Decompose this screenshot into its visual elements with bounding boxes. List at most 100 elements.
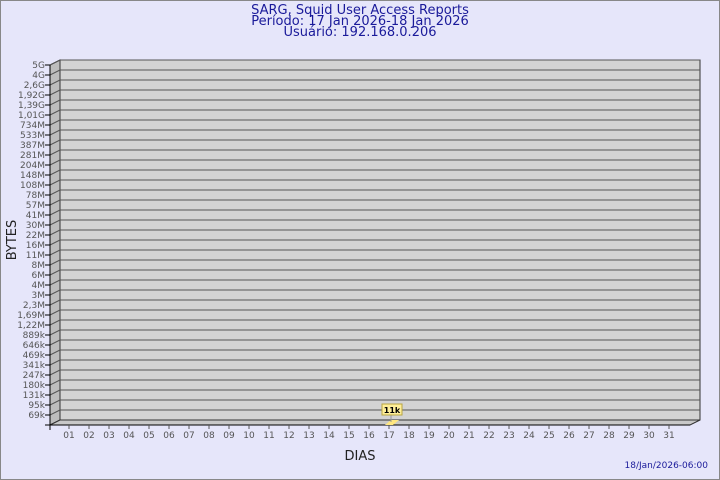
y-tick-label: 247k	[23, 371, 46, 381]
chart-title: SARG, Squid User Access Reports	[251, 3, 469, 18]
x-tick-label: 03	[103, 431, 114, 441]
gridline-side	[49, 219, 61, 226]
x-tick-label: 09	[223, 431, 235, 441]
y-tick-label: 5G	[32, 61, 45, 71]
y-tick-label: 108M	[20, 181, 45, 191]
chart-period: Período: 17 Jan 2026-18 Jan 2026	[251, 14, 469, 29]
y-tick-label: 281M	[20, 151, 45, 161]
floor	[49, 419, 701, 426]
x-tick-label: 31	[663, 431, 674, 441]
x-tick-label: 27	[583, 431, 594, 441]
y-tick-label: 78M	[26, 191, 45, 201]
gridline-side	[49, 159, 61, 166]
gridline-side	[49, 339, 61, 346]
y-tick-label: 387M	[20, 141, 45, 151]
gridline-side	[49, 379, 61, 386]
x-tick-label: 21	[463, 431, 474, 441]
y-tick-label: 11M	[26, 251, 45, 261]
x-tick-label: 30	[643, 431, 655, 441]
gridline-side	[49, 349, 61, 356]
gridline-side	[49, 409, 61, 416]
x-tick-label: 18	[403, 431, 415, 441]
gridline-side	[49, 139, 61, 146]
gridline-side	[49, 269, 61, 276]
gridline-side	[49, 169, 61, 176]
y-tick-label: 131k	[23, 391, 46, 401]
y-tick-label: 180k	[23, 381, 46, 391]
y-tick-label: 1,39G	[18, 101, 45, 111]
x-tick-label: 19	[423, 431, 435, 441]
data-label-box	[381, 403, 403, 416]
x-tick-label: 05	[143, 431, 154, 441]
gridline-side	[49, 209, 61, 216]
x-tick-label: 15	[343, 431, 354, 441]
x-tick-label: 24	[523, 431, 535, 441]
y-tick-label: 1,01G	[18, 111, 45, 121]
y-tick-label: 2,3M	[23, 301, 45, 311]
chart-user: Usuário: 192.168.0.206	[283, 25, 437, 40]
gridline-side	[49, 259, 61, 266]
gridline-side	[49, 359, 61, 366]
x-tick-label: 22	[483, 431, 494, 441]
gridline-side	[49, 229, 61, 236]
x-tick-label: 17	[383, 431, 394, 441]
x-tick-label: 01	[63, 431, 74, 441]
y-tick-label: 889k	[23, 331, 46, 341]
y-tick-label: 204M	[20, 161, 45, 171]
gridline-side	[49, 189, 61, 196]
x-tick-label: 26	[563, 431, 575, 441]
y-tick-label: 1,22M	[17, 321, 45, 331]
y-tick-label: 41M	[26, 211, 45, 221]
x-tick-label: 29	[623, 431, 635, 441]
x-tick-label: 25	[543, 431, 554, 441]
x-tick-label: 08	[203, 431, 215, 441]
y-tick-label: 1,92G	[18, 91, 45, 101]
y-tick-label: 16M	[26, 241, 45, 251]
gridline-side	[49, 249, 61, 256]
x-tick-label: 04	[123, 431, 135, 441]
y-tick-label: 69k	[28, 411, 45, 421]
x-tick-label: 02	[83, 431, 94, 441]
y-tick-label: 646k	[23, 341, 46, 351]
gridline-side	[49, 239, 61, 246]
x-tick-label: 06	[163, 431, 175, 441]
y-tick-label: 57M	[26, 201, 45, 211]
y-tick-label: 30M	[26, 221, 45, 231]
y-tick-label: 469k	[23, 351, 46, 361]
y-tick-label: 22M	[26, 231, 45, 241]
gridline-side	[49, 289, 61, 296]
gridline-side	[49, 89, 61, 96]
y-tick-label: 1,69M	[17, 311, 45, 321]
gridline-side	[49, 199, 61, 206]
gridline-side	[49, 119, 61, 126]
x-tick-label: 10	[243, 431, 255, 441]
x-tick-label: 11	[263, 431, 274, 441]
gridline-side	[49, 279, 61, 286]
y-tick-label: 341k	[23, 361, 46, 371]
gridline-side	[49, 79, 61, 86]
gridline-side	[49, 309, 61, 316]
gridline-side	[49, 179, 61, 186]
x-axis-label: DIAS	[345, 449, 376, 464]
x-tick-label: 20	[443, 431, 455, 441]
gridline-side	[49, 399, 61, 406]
x-tick-label: 07	[183, 431, 194, 441]
gridline-side	[49, 129, 61, 136]
y-tick-label: 3M	[32, 291, 46, 301]
y-tick-label: 95k	[28, 401, 45, 411]
x-tick-label: 16	[363, 431, 375, 441]
data-label: 11k	[384, 406, 401, 415]
y-tick-label: 533M	[20, 131, 45, 141]
y-tick-label: 148M	[20, 171, 45, 181]
gridline-side	[49, 69, 61, 76]
gridline-side	[49, 59, 61, 66]
y-tick-label: 8M	[32, 261, 46, 271]
bar-day-17	[385, 420, 399, 425]
y-tick-label: 4G	[32, 71, 45, 81]
x-tick-label: 13	[303, 431, 314, 441]
gridline-side	[49, 329, 61, 336]
gridline-side	[49, 99, 61, 106]
y-tick-label: 6M	[32, 271, 46, 281]
x-tick-label: 12	[283, 431, 294, 441]
